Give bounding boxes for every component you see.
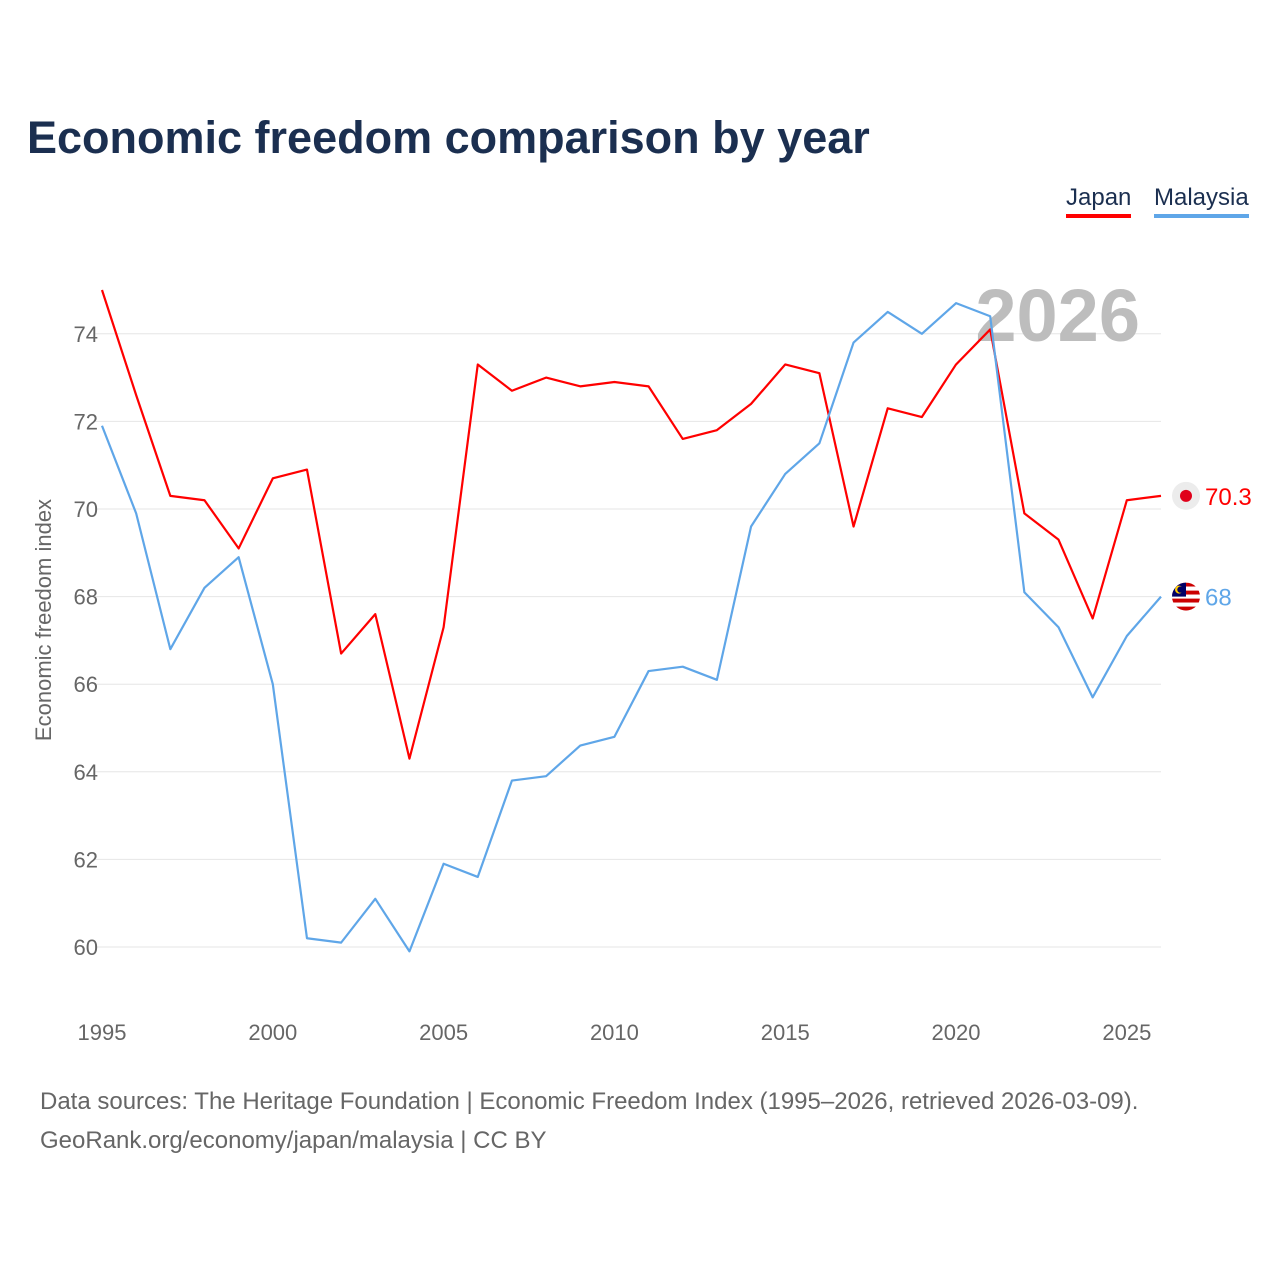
y-tick-label: 66 [74, 672, 98, 697]
chart-title: Economic freedom comparison by year [27, 112, 870, 163]
source-link[interactable]: GeoRank.org/economy/japan/malaysia | CC … [40, 1127, 547, 1154]
y-tick-label: 72 [74, 409, 98, 434]
series-line-malaysia [100, 302, 1162, 953]
end-label-malaysia: 68 [1205, 585, 1232, 612]
x-tick-label: 2005 [419, 1020, 468, 1045]
x-tick-label: 1995 [78, 1020, 127, 1045]
y-tick-label: 62 [74, 847, 98, 872]
malaysia-flag [1172, 582, 1200, 611]
x-tick-label: 2010 [590, 1020, 639, 1045]
y-tick-label: 64 [74, 760, 98, 785]
flag-stripe [1172, 598, 1200, 603]
x-tick-label: 2015 [761, 1020, 810, 1045]
flag-stripe [1172, 606, 1200, 611]
year-watermark: 2026 [975, 274, 1140, 357]
malaysia-flag-icon [1172, 582, 1200, 611]
x-tick-label: 2025 [1102, 1020, 1151, 1045]
y-tick-label: 68 [74, 585, 98, 610]
flag-crescent-cut [1177, 586, 1184, 593]
y-tick-label: 74 [74, 322, 98, 347]
y-tick-label: 60 [74, 935, 98, 960]
x-tick-label: 2000 [248, 1020, 297, 1045]
legend-japan[interactable]: Japan [1066, 184, 1132, 218]
source-note: Data sources: The Heritage Foundation | … [40, 1088, 1139, 1115]
y-tick-label: 70 [74, 497, 98, 522]
end-label-japan: 70.3 [1205, 484, 1252, 511]
legend-malaysia[interactable]: Malaysia [1154, 184, 1249, 218]
japan-flag-dot [1180, 489, 1192, 502]
x-tick-label: 2020 [932, 1020, 981, 1045]
y-axis-label: Economic freedom index [31, 499, 56, 741]
flag-stripe [1172, 602, 1200, 607]
series-line-japan [100, 289, 1162, 760]
